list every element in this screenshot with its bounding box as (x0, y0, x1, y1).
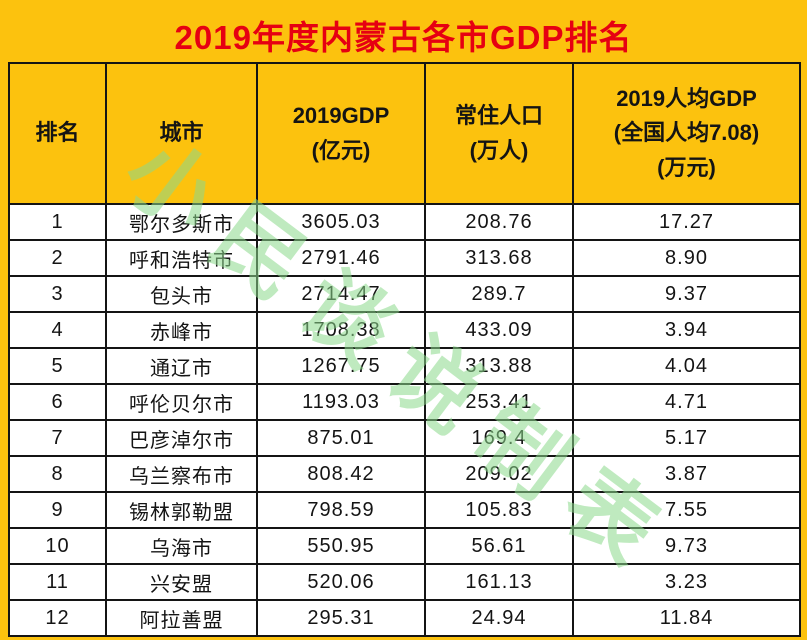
cell-rank: 4 (8, 311, 107, 349)
column-header-gdp-per-capita: 2019人均GDP (全国人均7.08) (万元) (572, 62, 801, 205)
cell-gdp: 3605.03 (256, 203, 426, 241)
table-body: 1 鄂尔多斯市 3605.03 208.76 17.27 2 呼和浩特市 2791.46 313… (8, 203, 801, 637)
column-header-line: (万人) (469, 137, 529, 163)
column-header-line: 排名 (35, 120, 80, 146)
cell-city: 阿拉善盟 (105, 599, 258, 637)
table-row: 8 乌兰察布市 808.42 209.02 3.87 (8, 455, 801, 493)
column-header-line: 2019人均GDP (616, 86, 757, 112)
table-row: 12 阿拉善盟 295.31 24.94 11.84 (8, 599, 801, 637)
table-row: 11 兴安盟 520.06 161.13 3.23 (8, 563, 801, 601)
table-row: 1 鄂尔多斯市 3605.03 208.76 17.27 (8, 203, 801, 241)
cell-population: 24.94 (424, 599, 574, 637)
cell-city: 乌海市 (105, 527, 258, 565)
table-row: 4 赤峰市 1708.38 433.09 3.94 (8, 311, 801, 349)
cell-gdp: 2791.46 (256, 239, 426, 277)
cell-gdp-per-capita: 4.71 (572, 383, 801, 421)
cell-gdp: 1267.75 (256, 347, 426, 385)
column-header-line: 城市 (159, 120, 204, 146)
header-row: 排名 城市 2019GDP (亿元) 常住人口 (万人) 2019人均GDP (全国人均7.0… (8, 62, 801, 205)
cell-gdp: 550.95 (256, 527, 426, 565)
cell-population: 169.4 (424, 419, 574, 457)
page-title: 2019年度内蒙古各市GDP排名 (174, 19, 633, 56)
cell-rank: 3 (8, 275, 107, 313)
column-header-line: 常住人口 (454, 103, 543, 129)
cell-gdp-per-capita: 8.90 (572, 239, 801, 277)
table-row: 7 巴彦淖尔市 875.01 169.4 5.17 (8, 419, 801, 457)
cell-rank: 10 (8, 527, 107, 565)
cell-rank: 1 (8, 203, 107, 241)
cell-city: 鄂尔多斯市 (105, 203, 258, 241)
cell-gdp-per-capita: 3.23 (572, 563, 801, 601)
cell-gdp: 520.06 (256, 563, 426, 601)
cell-population: 313.68 (424, 239, 574, 277)
cell-rank: 2 (8, 239, 107, 277)
cell-rank: 7 (8, 419, 107, 457)
title-bar: 2019年度内蒙古各市GDP排名 (8, 8, 799, 62)
table-row: 2 呼和浩特市 2791.46 313.68 8.90 (8, 239, 801, 277)
cell-city: 赤峰市 (105, 311, 258, 349)
cell-gdp-per-capita: 7.55 (572, 491, 801, 529)
cell-population: 161.13 (424, 563, 574, 601)
cell-population: 313.88 (424, 347, 574, 385)
cell-population: 289.7 (424, 275, 574, 313)
cell-population: 433.09 (424, 311, 574, 349)
cell-rank: 11 (8, 563, 107, 601)
cell-gdp-per-capita: 3.87 (572, 455, 801, 493)
table-row: 10 乌海市 550.95 56.61 9.73 (8, 527, 801, 565)
cell-city: 巴彦淖尔市 (105, 419, 258, 457)
cell-rank: 5 (8, 347, 107, 385)
cell-population: 105.83 (424, 491, 574, 529)
cell-city: 乌兰察布市 (105, 455, 258, 493)
cell-population: 253.41 (424, 383, 574, 421)
table-row: 5 通辽市 1267.75 313.88 4.04 (8, 347, 801, 385)
table-row: 9 锡林郭勒盟 798.59 105.83 7.55 (8, 491, 801, 529)
cell-gdp-per-capita: 9.37 (572, 275, 801, 313)
cell-population: 209.02 (424, 455, 574, 493)
cell-gdp: 808.42 (256, 455, 426, 493)
table-header: 排名 城市 2019GDP (亿元) 常住人口 (万人) 2019人均GDP (全国人均7.0… (8, 62, 801, 205)
cell-gdp: 798.59 (256, 491, 426, 529)
cell-city: 通辽市 (105, 347, 258, 385)
cell-city: 兴安盟 (105, 563, 258, 601)
cell-gdp-per-capita: 17.27 (572, 203, 801, 241)
cell-gdp-per-capita: 4.04 (572, 347, 801, 385)
table-row: 3 包头市 2714.47 289.7 9.37 (8, 275, 801, 313)
cell-gdp-per-capita: 3.94 (572, 311, 801, 349)
cell-gdp: 2714.47 (256, 275, 426, 313)
column-header-line: 2019GDP (292, 103, 390, 129)
cell-rank: 9 (8, 491, 107, 529)
cell-rank: 12 (8, 599, 107, 637)
cell-rank: 6 (8, 383, 107, 421)
cell-gdp: 875.01 (256, 419, 426, 457)
cell-population: 56.61 (424, 527, 574, 565)
column-header-line: (万元) (657, 154, 716, 180)
cell-gdp: 1708.38 (256, 311, 426, 349)
cell-gdp-per-capita: 5.17 (572, 419, 801, 457)
cell-city: 锡林郭勒盟 (105, 491, 258, 529)
column-header-line: (全国人均7.08) (613, 120, 760, 146)
column-header-population: 常住人口 (万人) (424, 62, 574, 205)
cell-rank: 8 (8, 455, 107, 493)
gdp-table: 排名 城市 2019GDP (亿元) 常住人口 (万人) 2019人均GDP (全国人均7.0… (8, 62, 801, 637)
cell-city: 呼和浩特市 (105, 239, 258, 277)
cell-gdp-per-capita: 11.84 (572, 599, 801, 637)
cell-gdp: 1193.03 (256, 383, 426, 421)
table-row: 6 呼伦贝尔市 1193.03 253.41 4.71 (8, 383, 801, 421)
cell-city: 呼伦贝尔市 (105, 383, 258, 421)
column-header-rank: 排名 (8, 62, 107, 205)
column-header-city: 城市 (105, 62, 258, 205)
cell-gdp: 295.31 (256, 599, 426, 637)
column-header-gdp: 2019GDP (亿元) (256, 62, 426, 205)
column-header-line: (亿元) (311, 137, 371, 163)
cell-population: 208.76 (424, 203, 574, 241)
cell-gdp-per-capita: 9.73 (572, 527, 801, 565)
cell-city: 包头市 (105, 275, 258, 313)
